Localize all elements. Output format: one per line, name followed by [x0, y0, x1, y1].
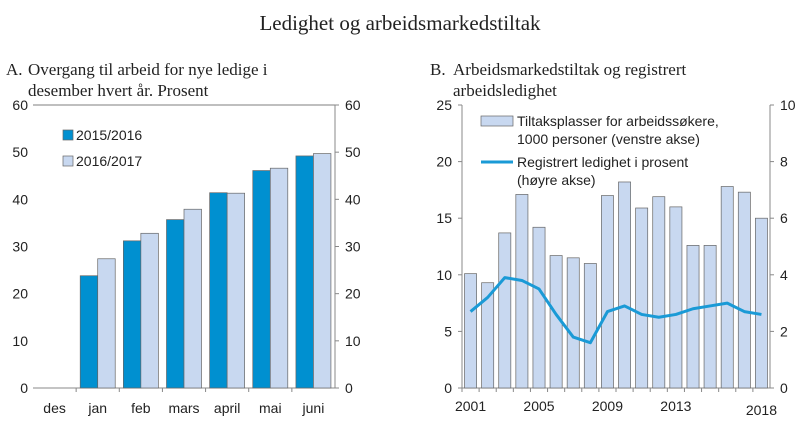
y-tick-label-right: 30: [345, 239, 361, 255]
y-tick-label-right: 0: [780, 380, 788, 396]
line-ledighet: [469, 276, 762, 345]
x-tick-label: des: [43, 400, 66, 416]
x-tick-label: april: [214, 400, 240, 416]
bar-tiltaksplasser: [601, 195, 614, 389]
legend-label-bar: 1000 personer (venstre akse): [517, 131, 700, 147]
bar-tiltaksplasser: [652, 196, 666, 389]
y-tick-label-left: 0: [444, 380, 452, 396]
bar-tiltaksplasser: [635, 207, 649, 389]
bar-tiltaksplasser: [498, 232, 512, 389]
bar-tiltaksplasser: [669, 206, 683, 389]
bar-2016-2017: [269, 167, 289, 389]
x-tick-label: 2001: [455, 398, 486, 414]
y-tick-label-left: 0: [20, 380, 28, 396]
bar-2016-2017: [140, 232, 159, 389]
legend-label: 2015/2016: [76, 127, 142, 143]
y-tick-label-left: 20: [436, 154, 452, 170]
y-tick-label-right: 8: [780, 154, 788, 170]
x-tick-label: 2013: [660, 398, 691, 414]
bar-2015-2016: [79, 275, 99, 389]
y-tick-label-left: 50: [12, 144, 28, 160]
panel-title-line: arbeidsledighet: [453, 81, 557, 100]
bar-2016-2017: [97, 258, 116, 389]
bar-tiltaksplasser: [618, 181, 631, 389]
bar-2016-2017: [226, 192, 245, 389]
bar-tiltaksplasser: [566, 257, 580, 389]
y-tick-label-left: 10: [436, 267, 452, 283]
bar-2015-2016: [252, 170, 271, 389]
panel-label: A.: [6, 60, 23, 79]
x-tick-label: feb: [131, 400, 151, 416]
bar-tiltaksplasser: [686, 245, 700, 389]
x-tick-label: 2018: [746, 402, 777, 418]
figure-title: Ledighet og arbeidsmarkedstiltak: [259, 11, 541, 35]
y-tick-label-left: 10: [12, 333, 28, 349]
y-tick-label-right: 10: [345, 333, 361, 349]
legend-label-line: (høyre akse): [517, 172, 596, 188]
y-tick-label-left: 30: [12, 239, 28, 255]
y-tick-label-left: 15: [436, 210, 452, 226]
y-tick-label-right: 20: [345, 286, 361, 302]
x-tick-label: jan: [87, 400, 107, 416]
bar-tiltaksplasser: [755, 217, 768, 389]
bar-tiltaksplasser: [481, 282, 495, 389]
legend-label-line: Registrert ledighet i prosent: [517, 154, 688, 170]
x-tick-label: 2005: [523, 398, 554, 414]
panel-label: B.: [430, 60, 446, 79]
legend-label-bar: Tiltaksplasser for arbeidssøkere,: [517, 113, 719, 129]
panel-title-line: desember hvert år. Prosent: [28, 81, 209, 100]
y-tick-label-right: 0: [345, 380, 353, 396]
panel-title-line: Overgang til arbeid for nye ledige i: [28, 60, 268, 79]
bar-tiltaksplasser: [703, 245, 717, 389]
y-tick-label-left: 20: [12, 286, 28, 302]
bar-2015-2016: [123, 240, 142, 389]
panel-a: A. Overgang til arbeid for nye ledige i de…: [6, 60, 361, 416]
panel-title-line: Arbeidsmarkedstiltak og registrert: [453, 60, 686, 79]
bar-2015-2016: [209, 192, 228, 389]
x-tick-label: 2009: [592, 398, 623, 414]
y-tick-label-right: 2: [780, 323, 788, 339]
bar-2015-2016: [295, 155, 314, 389]
y-tick-label-left: 5: [444, 323, 452, 339]
y-tick-label-left: 25: [436, 97, 452, 113]
bar-2015-2016: [166, 219, 185, 389]
bar-2016-2017: [313, 153, 332, 389]
y-tick-label-right: 60: [345, 97, 361, 113]
x-tick-label: mai: [259, 400, 282, 416]
bar-tiltaksplasser: [515, 194, 529, 389]
legend-label: 2016/2017: [76, 153, 142, 169]
bar-tiltaksplasser: [464, 273, 477, 389]
y-tick-label-right: 40: [345, 191, 361, 207]
x-tick-label: juni: [302, 400, 325, 416]
bar-tiltaksplasser: [720, 186, 734, 389]
bar-2016-2017: [183, 208, 202, 389]
bar-tiltaksplasser: [532, 226, 546, 389]
y-tick-label-right: 10: [780, 97, 796, 113]
panel-b: B. Arbeidsmarkedstiltak og registrert arbe…: [430, 60, 796, 418]
legend-swatch: [62, 129, 74, 141]
y-tick-label-right: 6: [780, 210, 788, 226]
y-tick-label-right: 4: [780, 267, 788, 283]
y-tick-label-right: 50: [345, 144, 361, 160]
bar-tiltaksplasser: [737, 191, 751, 389]
y-tick-label-left: 60: [12, 97, 28, 113]
y-tick-label-left: 40: [12, 191, 28, 207]
legend-swatch-bar: [480, 115, 514, 127]
bar-tiltaksplasser: [583, 263, 597, 389]
legend-swatch: [62, 155, 74, 167]
x-tick-label: mars: [168, 400, 199, 416]
